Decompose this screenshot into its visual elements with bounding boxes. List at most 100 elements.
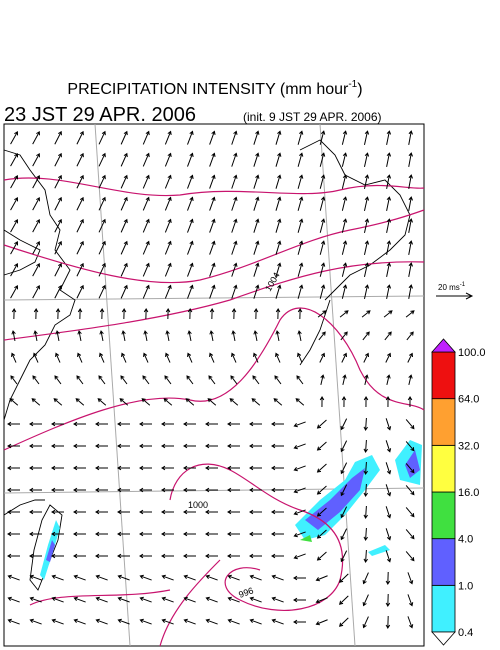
coastline xyxy=(3,149,76,421)
wind-arrow xyxy=(29,487,42,493)
wind-arrow xyxy=(205,421,218,427)
wind-arrow xyxy=(249,531,262,537)
wind-arrow xyxy=(408,174,413,189)
wind-arrow xyxy=(73,421,86,427)
wind-arrow xyxy=(319,262,326,277)
wind-arrow xyxy=(341,352,348,363)
wind-arrow xyxy=(120,196,128,211)
wind-arrow xyxy=(275,240,282,255)
wind-arrow xyxy=(183,443,196,449)
wind-arrow xyxy=(296,375,304,385)
wind-arrow xyxy=(120,240,128,255)
wind-arrow xyxy=(164,130,172,145)
wind-arrow xyxy=(142,130,150,145)
wind-arrow xyxy=(95,553,108,559)
wind-arrow xyxy=(408,130,413,145)
wind-arrow xyxy=(76,196,84,211)
wind-arrow xyxy=(249,553,262,559)
wind-arrow xyxy=(54,262,62,277)
wind-arrow xyxy=(275,174,282,189)
wind-arrow xyxy=(29,465,42,471)
wind-arrow xyxy=(95,618,108,625)
isobar xyxy=(3,209,425,284)
wind-arrow xyxy=(139,531,152,537)
wind-arrow xyxy=(32,284,40,299)
wind-arrow xyxy=(363,483,369,497)
wind-arrow xyxy=(77,308,83,320)
wind-arrow xyxy=(253,308,259,320)
wind-arrow xyxy=(231,240,238,255)
wind-arrow xyxy=(230,375,238,385)
wind-arrow xyxy=(274,375,282,385)
wind-arrow xyxy=(117,487,130,493)
wind-arrow xyxy=(405,551,415,562)
precip-area xyxy=(368,545,390,556)
longitude-line xyxy=(94,123,131,647)
wind-arrow xyxy=(7,487,20,493)
wind-arrow xyxy=(95,421,108,427)
wind-arrow xyxy=(95,509,108,515)
wind-arrow xyxy=(297,196,304,211)
wind-arrow xyxy=(385,352,392,363)
colorbar-segment xyxy=(431,398,456,446)
wind-arrow xyxy=(139,574,152,581)
wind-arrow xyxy=(364,374,369,385)
coastline xyxy=(299,139,411,301)
wind-arrow xyxy=(121,308,127,320)
wind-arrow xyxy=(142,218,150,233)
wind-arrow xyxy=(164,174,172,189)
wind-arrow xyxy=(252,375,260,385)
wind-arrow xyxy=(249,465,262,471)
wind-arrow xyxy=(362,331,370,341)
wind-arrow xyxy=(143,308,149,320)
wind-arrow xyxy=(363,130,370,145)
wind-arrow xyxy=(139,487,152,493)
wind-arrow xyxy=(315,619,328,626)
wind-arrow xyxy=(297,152,304,167)
wind-arrow xyxy=(120,130,128,145)
wind-arrow xyxy=(95,465,108,471)
wind-arrow xyxy=(187,352,193,363)
wind-arrow xyxy=(297,330,302,342)
wind-arrow xyxy=(143,330,148,342)
wind-arrow xyxy=(117,421,130,427)
wind-arrow xyxy=(73,531,86,537)
wind-arrow xyxy=(121,330,126,342)
wind-arrow xyxy=(142,375,150,385)
wind-arrow xyxy=(408,218,413,233)
wind-arrow xyxy=(7,531,20,537)
wind-arrow xyxy=(205,443,218,449)
wind-arrow xyxy=(340,484,348,497)
wind-arrow xyxy=(386,374,391,385)
wind-arrow xyxy=(187,174,194,189)
wind-arrow xyxy=(32,174,40,189)
colorbar-over xyxy=(431,338,456,353)
wind-arrow xyxy=(293,465,306,472)
wind-arrow xyxy=(120,284,128,299)
wind-arrow xyxy=(249,596,262,603)
wind-arrow xyxy=(183,465,196,471)
wind-arrow xyxy=(293,509,306,516)
wind-arrow xyxy=(385,506,392,519)
isobar xyxy=(29,589,171,606)
wind-arrow xyxy=(297,174,304,189)
wind-arrow xyxy=(293,597,306,603)
wind-arrow xyxy=(99,330,104,342)
wind-arrow xyxy=(98,130,106,145)
wind-arrow xyxy=(273,398,283,406)
wind-arrow xyxy=(315,575,328,582)
wind-arrow xyxy=(407,352,414,363)
wind-arrow xyxy=(163,398,173,406)
wind-arrow xyxy=(385,615,391,629)
wind-arrow xyxy=(271,574,284,581)
wind-arrow xyxy=(73,596,86,603)
wind-arrow xyxy=(227,531,240,537)
wind-arrow xyxy=(208,375,216,385)
wind-arrow xyxy=(297,352,303,363)
wind-arrow xyxy=(209,352,215,363)
wind-arrow xyxy=(139,618,152,625)
wind-arrow xyxy=(139,553,152,559)
wind-vectors xyxy=(7,130,415,629)
wind-arrow xyxy=(342,374,347,385)
